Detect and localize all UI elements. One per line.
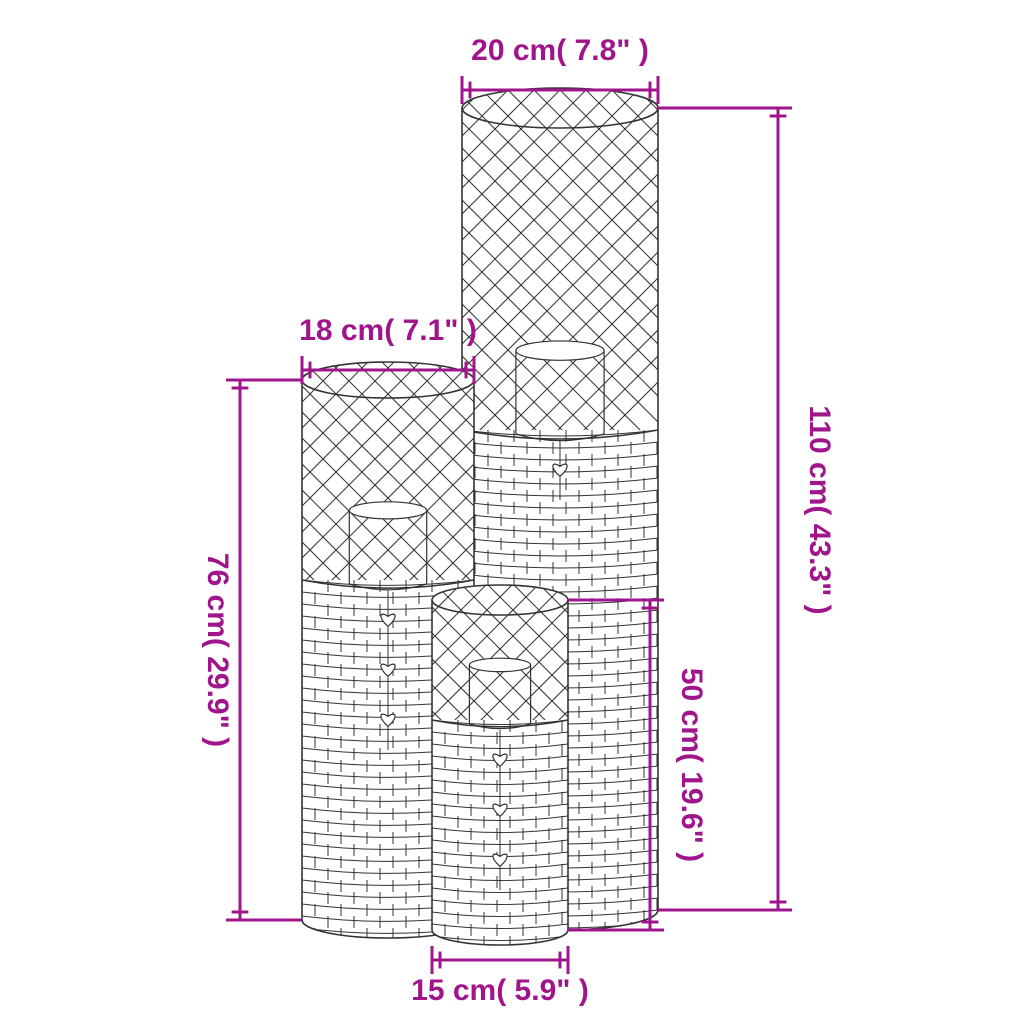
dim-height-50cm-label: 50 cm( 19.6" ): [675, 668, 708, 862]
dim-height-76cm-label: 76 cm( 29.9" ): [201, 553, 234, 747]
dim-height-76cm: 76 cm( 29.9" ): [201, 380, 254, 920]
dim-width-15cm-label: 15 cm( 5.9" ): [411, 974, 589, 1007]
dim-width-15cm: 15 cm( 5.9" ): [411, 946, 589, 1007]
dim-height-110cm: 110 cm( 43.3" ): [764, 108, 836, 910]
dim-width-20cm-label: 20 cm( 7.8" ): [471, 34, 649, 67]
dim-height-110cm-label: 110 cm( 43.3" ): [803, 405, 836, 614]
dim-width-18cm-label: 18 cm( 7.1" ): [299, 314, 477, 347]
dimension-diagram: 20 cm( 7.8" ) 18 cm( 7.1" ) 15 cm( 5.9" ) 1…: [0, 0, 1024, 1024]
